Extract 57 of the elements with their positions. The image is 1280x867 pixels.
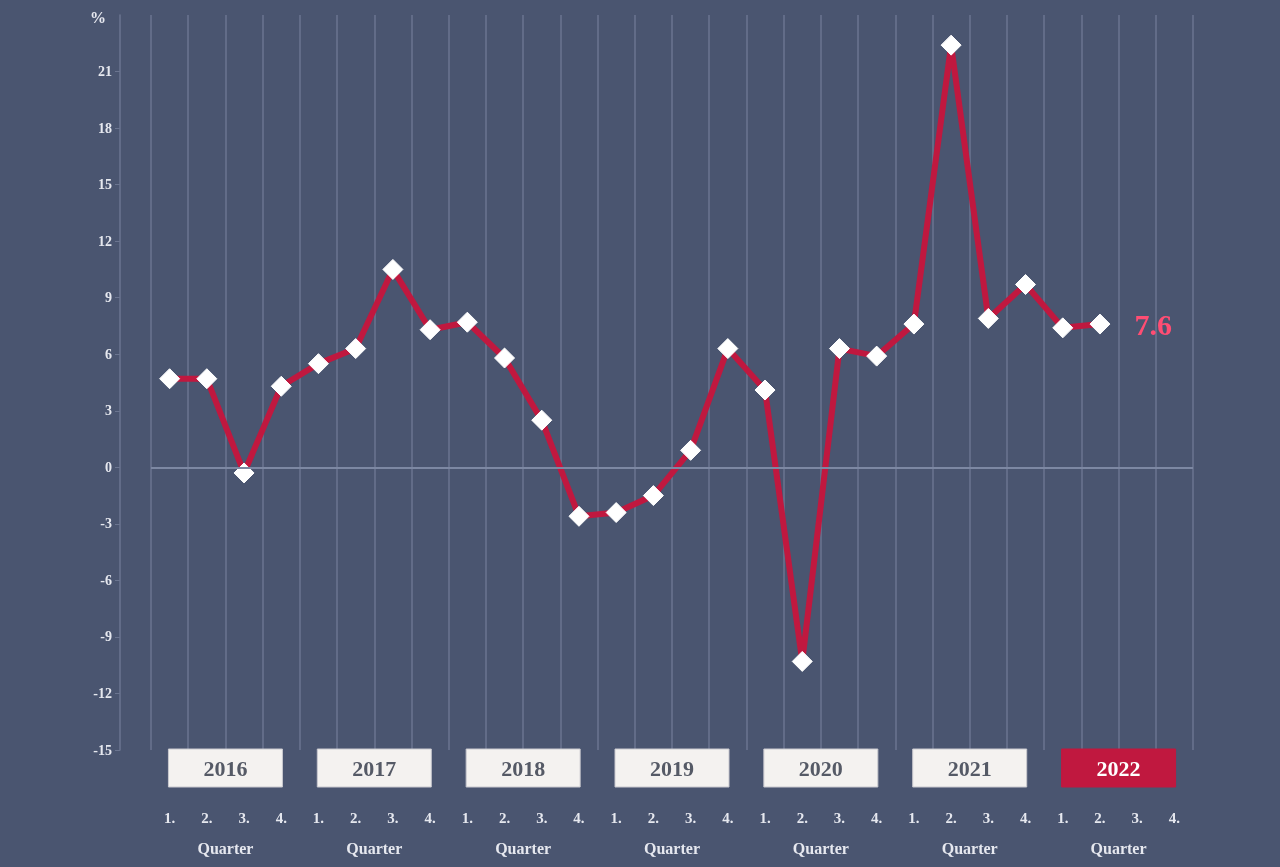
x-tick-label: 4. bbox=[424, 809, 436, 826]
y-tick-label: 15 bbox=[98, 177, 112, 193]
x-tick-label: 3. bbox=[684, 809, 697, 826]
text: Quarter bbox=[792, 839, 849, 857]
text: 2019 bbox=[650, 755, 694, 781]
y-tick-label: -3 bbox=[100, 516, 112, 532]
x-tick-label: 4. bbox=[573, 809, 585, 826]
x-tick-label: 4. bbox=[871, 809, 883, 826]
x-tick-label: 3. bbox=[1131, 809, 1144, 826]
x-tick-label: 1. bbox=[312, 809, 325, 826]
y-tick-label: 21 bbox=[98, 64, 112, 80]
y-tick-label: 6 bbox=[105, 346, 112, 362]
x-tick-label: 4. bbox=[1019, 809, 1032, 826]
y-tick-label: 0 bbox=[105, 459, 112, 475]
y-tick-label: 3 bbox=[105, 403, 112, 419]
x-tick-label: 4. bbox=[275, 809, 288, 826]
text: Quarter bbox=[346, 839, 403, 857]
x-tick-label: 2. bbox=[350, 809, 362, 826]
data-label: 7.6 bbox=[1134, 307, 1172, 341]
text: 2018 bbox=[501, 755, 546, 781]
x-tick-label: 2. bbox=[1094, 809, 1106, 826]
x-tick-label: 2. bbox=[498, 809, 511, 826]
y-tick-label: -15 bbox=[93, 742, 112, 758]
x-tick-label: 2. bbox=[796, 809, 809, 826]
text: 2017 bbox=[352, 755, 397, 781]
x-tick-label: 3. bbox=[982, 809, 995, 826]
text: 2021 bbox=[947, 755, 992, 781]
x-tick-label: 3. bbox=[238, 809, 250, 826]
x-tick-label: 4. bbox=[1168, 809, 1181, 826]
x-tick-label: 3. bbox=[833, 809, 846, 826]
x-tick-label: 1. bbox=[759, 809, 771, 826]
y-axis-title: % bbox=[90, 8, 106, 26]
y-tick-label: -12 bbox=[93, 685, 112, 701]
text: Quarter bbox=[644, 839, 700, 857]
x-tick-label: 1. bbox=[163, 809, 176, 826]
text: Quarter bbox=[197, 839, 254, 857]
text: 2020 bbox=[798, 755, 843, 781]
text: Quarter bbox=[941, 839, 998, 857]
x-tick-label: 2. bbox=[647, 809, 660, 826]
x-tick-label: 2. bbox=[201, 809, 213, 826]
x-tick-label: 2. bbox=[945, 809, 957, 826]
x-tick-label: 4. bbox=[722, 809, 734, 826]
y-tick-label: -9 bbox=[100, 629, 112, 645]
x-tick-label: 3. bbox=[536, 809, 548, 826]
text: Quarter bbox=[495, 839, 552, 857]
x-tick-label: 1. bbox=[610, 809, 623, 826]
x-tick-label: 1. bbox=[461, 809, 474, 826]
text: 2016 bbox=[203, 755, 248, 781]
y-tick-label: 12 bbox=[98, 233, 112, 249]
y-tick-label: -6 bbox=[100, 572, 112, 588]
x-tick-label: 1. bbox=[908, 809, 920, 826]
x-tick-label: 3. bbox=[387, 809, 399, 826]
y-tick-label: 18 bbox=[98, 120, 112, 136]
x-tick-label: 1. bbox=[1057, 809, 1069, 826]
y-tick-label: 9 bbox=[105, 290, 112, 306]
text: 2022 bbox=[1096, 755, 1141, 781]
text: Quarter bbox=[1090, 839, 1147, 857]
